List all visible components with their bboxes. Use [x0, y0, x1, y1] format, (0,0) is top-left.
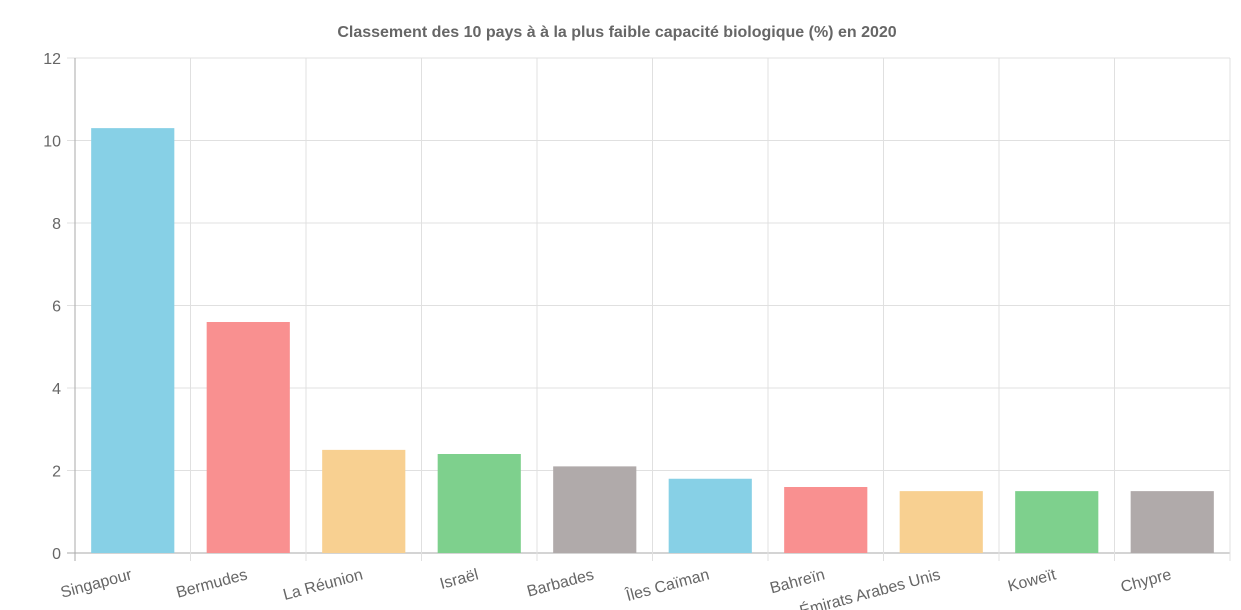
y-tick-label: 4 — [52, 381, 61, 398]
x-tick-label: Îles Caïman — [623, 565, 711, 606]
bar — [206, 322, 290, 553]
y-tick-label: 2 — [52, 464, 61, 481]
y-tick-label: 8 — [52, 216, 61, 233]
y-tick-label: 12 — [43, 51, 61, 68]
bar — [784, 487, 868, 553]
x-tick-label: Singapour — [59, 566, 135, 601]
chart-title: Classement des 10 pays à à la plus faibl… — [337, 24, 896, 41]
x-tick-label: Koweït — [1006, 566, 1058, 595]
x-tick-label: Israël — [438, 566, 480, 593]
bar — [553, 466, 637, 553]
x-tick-label: Chypre — [1119, 566, 1173, 596]
bar — [899, 491, 983, 553]
x-tick-label: Bermudes — [174, 566, 249, 601]
bar — [91, 128, 175, 553]
x-tick-label: Bahreïn — [768, 566, 827, 597]
bar — [1130, 491, 1214, 553]
x-axis: Singapour Bermudes La Réunion Israël Barbade… — [59, 565, 1173, 610]
x-tick-label: La Réunion — [281, 566, 364, 604]
bar — [668, 478, 752, 553]
x-tick-label: Barbades — [525, 566, 596, 600]
y-tick-label: 6 — [52, 299, 61, 316]
y-tick-label: 10 — [43, 134, 61, 151]
bar — [1015, 491, 1099, 553]
y-axis: 0 2 4 6 8 10 12 — [43, 51, 61, 563]
grid — [67, 57, 1231, 561]
y-tick-label: 0 — [52, 546, 61, 563]
bars — [91, 128, 1214, 553]
bar — [437, 454, 521, 553]
bar — [322, 449, 406, 553]
